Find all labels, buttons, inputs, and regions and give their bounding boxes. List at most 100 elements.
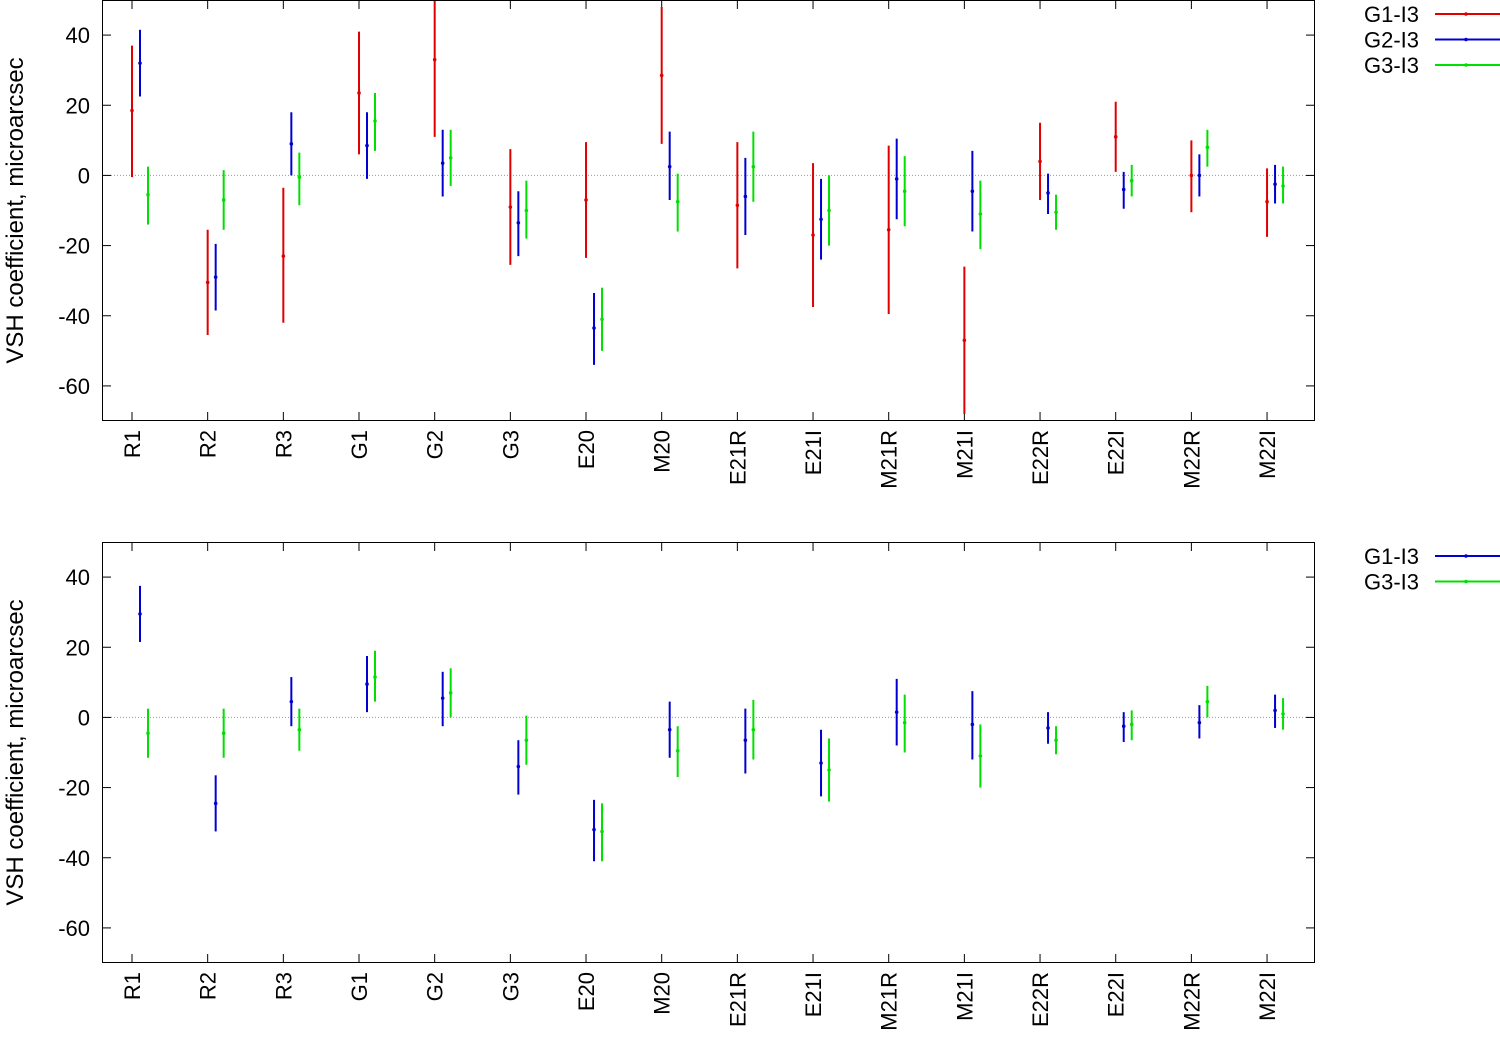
category-label: M21I [952,430,977,479]
category-label: E21R [725,430,750,485]
data-point [962,338,967,343]
data-point [213,275,218,279]
legend-label: G1-I3 [1364,2,1419,27]
chart-panel-1: VSH coefficient, microarcsec 40 20 0 -20 -40 -… [2,0,1500,489]
data-point [894,177,899,181]
data-point [440,696,445,700]
series-G3-I3 [146,650,1285,862]
data-point [1273,182,1277,186]
data-point [297,727,302,732]
data-point [1265,199,1269,204]
data-point [659,73,664,78]
data-point [138,612,142,616]
data-point [1281,712,1285,716]
data-point [592,827,596,832]
category-label: G2 [423,430,448,459]
category-label: G3 [498,430,523,459]
category-label: E22R [1028,430,1053,485]
y-tick-label: 20 [66,635,90,660]
legend-marker [1464,554,1468,558]
legend-label: G2-I3 [1364,28,1419,53]
data-point [667,727,672,732]
data-point [743,738,748,743]
data-point [978,754,983,758]
data-point [600,317,604,322]
y-tick-label: -60 [58,916,90,941]
data-point [297,175,302,179]
data-point [205,280,210,285]
category-label: M21I [952,972,977,1021]
category-label: E22I [1104,972,1129,1017]
data-point [289,142,294,146]
data-point [373,119,377,123]
category-label: G1 [347,430,372,459]
data-point [1046,726,1050,730]
data-point [1197,720,1202,725]
data-point [970,189,975,194]
category-label: M21R [877,972,902,1031]
data-point [1129,722,1134,727]
data-point [357,91,361,95]
y-tick-label: -40 [58,304,90,329]
data-point [1054,210,1058,215]
data-point [440,161,445,165]
data-point [1113,135,1118,139]
y-tick-label: 0 [78,705,90,730]
y-tick-label: 20 [66,93,90,118]
category-label: E21I [801,430,826,475]
category-label: M22R [1179,430,1204,489]
category-label: M22I [1255,972,1280,1021]
category-label: M22R [1179,972,1204,1031]
category-label: R2 [196,430,221,458]
y-tick-label: -60 [58,374,90,399]
y-tick-label: 40 [66,23,90,48]
category-label: R3 [271,972,296,1000]
data-point [592,326,596,330]
data-point [281,254,286,258]
category-label: E21R [725,972,750,1027]
data-point [524,738,529,743]
legend-marker [1464,579,1468,584]
series-G3-I3 [146,92,1285,351]
data-point [1038,159,1042,164]
category-label: R3 [271,430,296,458]
data-point [819,761,823,765]
category-label: G2 [423,972,448,1001]
data-point [1189,173,1194,178]
category-label: M21R [877,430,902,489]
legend-marker [1464,37,1468,42]
y-tick-label: -40 [58,846,90,871]
data-point [743,194,748,199]
data-point [827,208,831,213]
category-label: R2 [196,972,221,1000]
data-point [584,198,588,202]
category-label: E21I [801,972,826,1017]
plot-frame [102,542,1315,963]
data-point [1281,184,1285,188]
data-point [827,768,831,772]
data-point [735,203,740,208]
data-point [902,720,907,725]
data-point [970,722,975,727]
data-point [675,748,680,753]
data-point [365,143,369,148]
y-tick-label: 0 [78,163,90,188]
data-point [508,205,513,209]
category-label: M22I [1255,430,1280,479]
data-point [902,189,907,194]
data-point [1129,178,1134,183]
data-point [751,727,756,732]
data-point [1205,699,1210,704]
data-point [146,731,150,736]
category-label: E22I [1104,430,1129,475]
data-point [373,675,377,679]
legend-marker [1464,63,1468,67]
data-point [130,108,134,113]
category-label: R1 [120,430,145,458]
data-point [600,829,604,834]
data-point [1054,738,1058,743]
data-point [448,156,453,160]
legend-label: G3-I3 [1364,570,1419,595]
